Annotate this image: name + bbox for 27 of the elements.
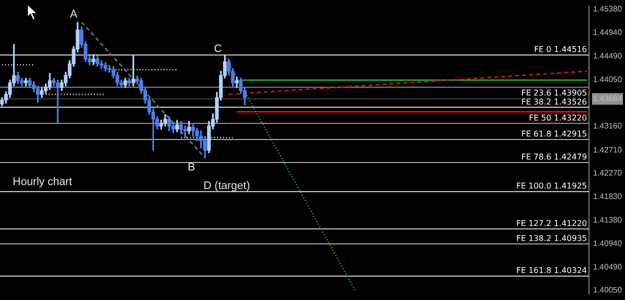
ref-line-label: FE 61.8 1.42915 [521, 130, 587, 139]
y-tick-label: 1.40050 [593, 286, 622, 295]
ref-line-label: FE 23.6 1.43905 [521, 88, 587, 98]
ref-line-label: FE 0 1.44516 [534, 45, 587, 54]
ref-line-label: FE 78.6 1.42479 [521, 152, 587, 162]
y-tick-label: 1.43160 [593, 122, 622, 131]
y-tick-label: 1.40940 [593, 238, 622, 248]
ref-line-label: FE 38.2 1.43526 [521, 97, 587, 106]
annotation: D (target) [204, 180, 250, 192]
y-tick-label: 1.44490 [593, 52, 622, 61]
y-tick-label: 1.44940 [593, 28, 622, 37]
annotation: B [188, 161, 196, 174]
y-tick-label: 1.41830 [593, 192, 622, 201]
annotation: Hourly chart [12, 176, 72, 188]
y-tick-label: 1.42710 [593, 145, 622, 154]
ref-line-label: FE 50 1.43220 [528, 113, 587, 122]
ref-line-label: FE 138.2 1.40935 [516, 234, 587, 243]
annotation: A [70, 8, 78, 20]
y-tick-label: 1.42270 [593, 168, 622, 178]
ref-line-label: FE 161.8 1.40324 [516, 266, 587, 276]
y-tick-label: 1.44050 [593, 74, 622, 84]
ref-line-label: FE 127.2 1.41220 [516, 218, 587, 228]
annotation: C [214, 43, 222, 56]
y-tick-label: 1.45380 [593, 4, 622, 14]
ref-line-label: FE 100.0 1.41925 [516, 182, 587, 191]
y-tick-label: 1.40490 [593, 262, 622, 272]
y-tick-label: 1.41380 [593, 216, 622, 225]
